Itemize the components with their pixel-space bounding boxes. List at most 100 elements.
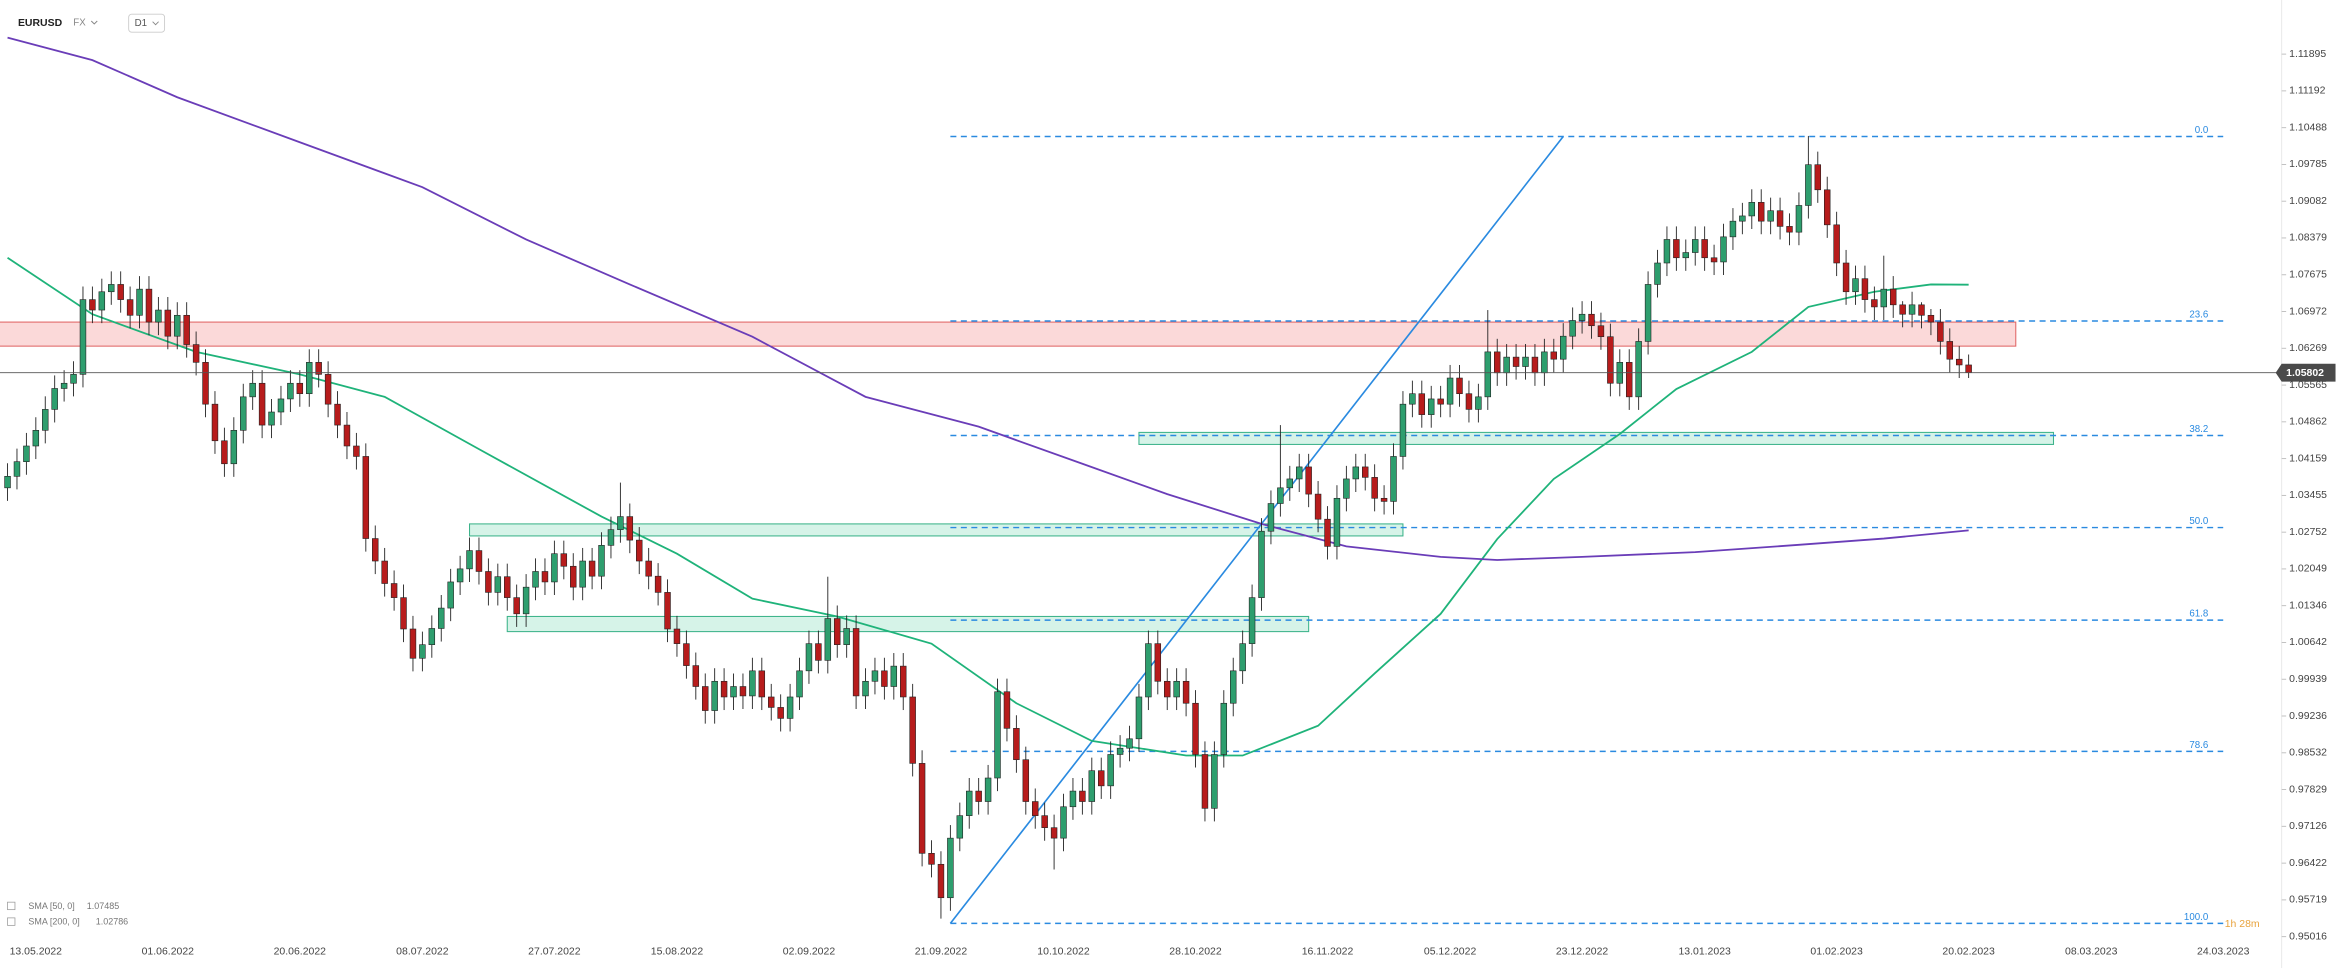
candle-body [1842,262,1850,293]
x-tick-label: 13.01.2023 [1678,946,1731,957]
candle-body [1022,759,1030,802]
candle-body [890,665,898,687]
candle-body [117,284,124,300]
candle-body [532,571,539,588]
y-tick-label: 1.08379 [2289,233,2327,244]
candle-body [909,696,916,764]
candle-body [334,403,341,426]
candle-body [447,581,454,609]
candle-body [1908,304,1916,315]
candle-body [211,403,219,442]
candle-body [1305,466,1312,495]
candle-body [438,607,445,629]
candle-body [13,461,21,477]
candle-body [202,362,209,405]
candle-body [192,344,200,363]
candle-body [928,853,935,865]
candle-body [1739,215,1746,222]
candle-body [786,696,794,719]
y-tick-label: 1.04862 [2289,417,2327,428]
candle-body [1437,398,1444,405]
candle-body [1644,284,1652,342]
candle-body [730,686,737,698]
candle-body [1192,702,1199,755]
candle-body [296,382,304,395]
x-tick-label: 01.02.2023 [1810,946,1863,957]
candle-body [1955,358,1963,366]
sma-line [7,257,1969,757]
candle-body [1625,362,1633,398]
candle-body [1512,356,1520,367]
candle-body [1456,377,1463,395]
candle-body [258,382,266,426]
candle-body [1446,377,1454,405]
candle-body [1409,393,1416,405]
x-tick-label: 08.03.2023 [2065,946,2118,957]
candle-body [1220,702,1228,755]
candle-body [315,362,322,375]
x-tick-label: 27.07.2022 [528,946,581,957]
candle-body [1286,478,1294,489]
x-tick-label: 20.02.2023 [1942,946,1995,957]
candle-body [1098,770,1105,787]
fib-label: 0.0 [2195,125,2209,136]
x-tick-label: 02.09.2022 [783,946,836,957]
interval[interactable]: D1 [135,18,147,29]
x-tick-label: 21.09.2022 [915,946,968,957]
candle-body [711,680,718,711]
candle-body [1333,497,1341,547]
candle-body [777,707,784,719]
y-tick-label: 1.07675 [2289,270,2327,281]
candle-body [287,382,294,400]
candle-body [1145,643,1152,698]
x-tick-label: 24.03.2023 [2197,946,2250,957]
y-tick-label: 1.01346 [2289,600,2327,611]
candle-body [70,374,77,384]
candle-body [881,670,888,687]
candle-body [1654,262,1661,285]
candle-body [1682,252,1690,259]
candle-body [1258,530,1265,598]
candle-body [230,430,238,465]
candle-body [843,628,850,645]
candle-body [277,398,285,413]
candle-body [249,382,256,398]
candle-body [1173,680,1180,698]
candle-body [456,568,464,583]
candle-body [1380,497,1388,502]
candle-body [1937,321,1944,342]
y-tick-label: 1.04159 [2289,453,2327,464]
legend-value: 1.02786 [96,917,128,927]
candle-body [626,516,634,541]
candle-body [1531,356,1539,374]
candle-body [1324,518,1331,547]
zone [1138,431,2055,445]
fib-label: 23.6 [2189,310,2208,321]
candle-body [42,409,49,431]
candle-body [1795,205,1803,233]
symbol[interactable]: EURUSD [18,18,63,29]
candle-body [343,424,351,447]
y-tick-label: 0.96422 [2289,858,2327,869]
candle-body [1701,239,1708,259]
interval-box[interactable] [128,13,166,33]
candle-body [1003,691,1011,729]
candle-body [1588,313,1595,327]
candle-body [1927,314,1935,323]
candle-body [221,440,228,465]
candle-body [1767,210,1774,222]
candle-body [645,560,652,577]
candle-body [1729,220,1737,238]
symbol-dropdown[interactable] [90,20,98,25]
interval-dropdown[interactable] [152,21,159,26]
candle-body [768,696,775,708]
candle-body [1541,351,1548,374]
y-tick-label: 1.05565 [2289,380,2327,391]
x-tick-label: 23.12.2022 [1556,946,1609,957]
candle-body [805,643,813,672]
candle-body [1428,398,1435,415]
candle-body [862,680,869,697]
candle-body [956,815,964,839]
candle-body [390,583,398,598]
